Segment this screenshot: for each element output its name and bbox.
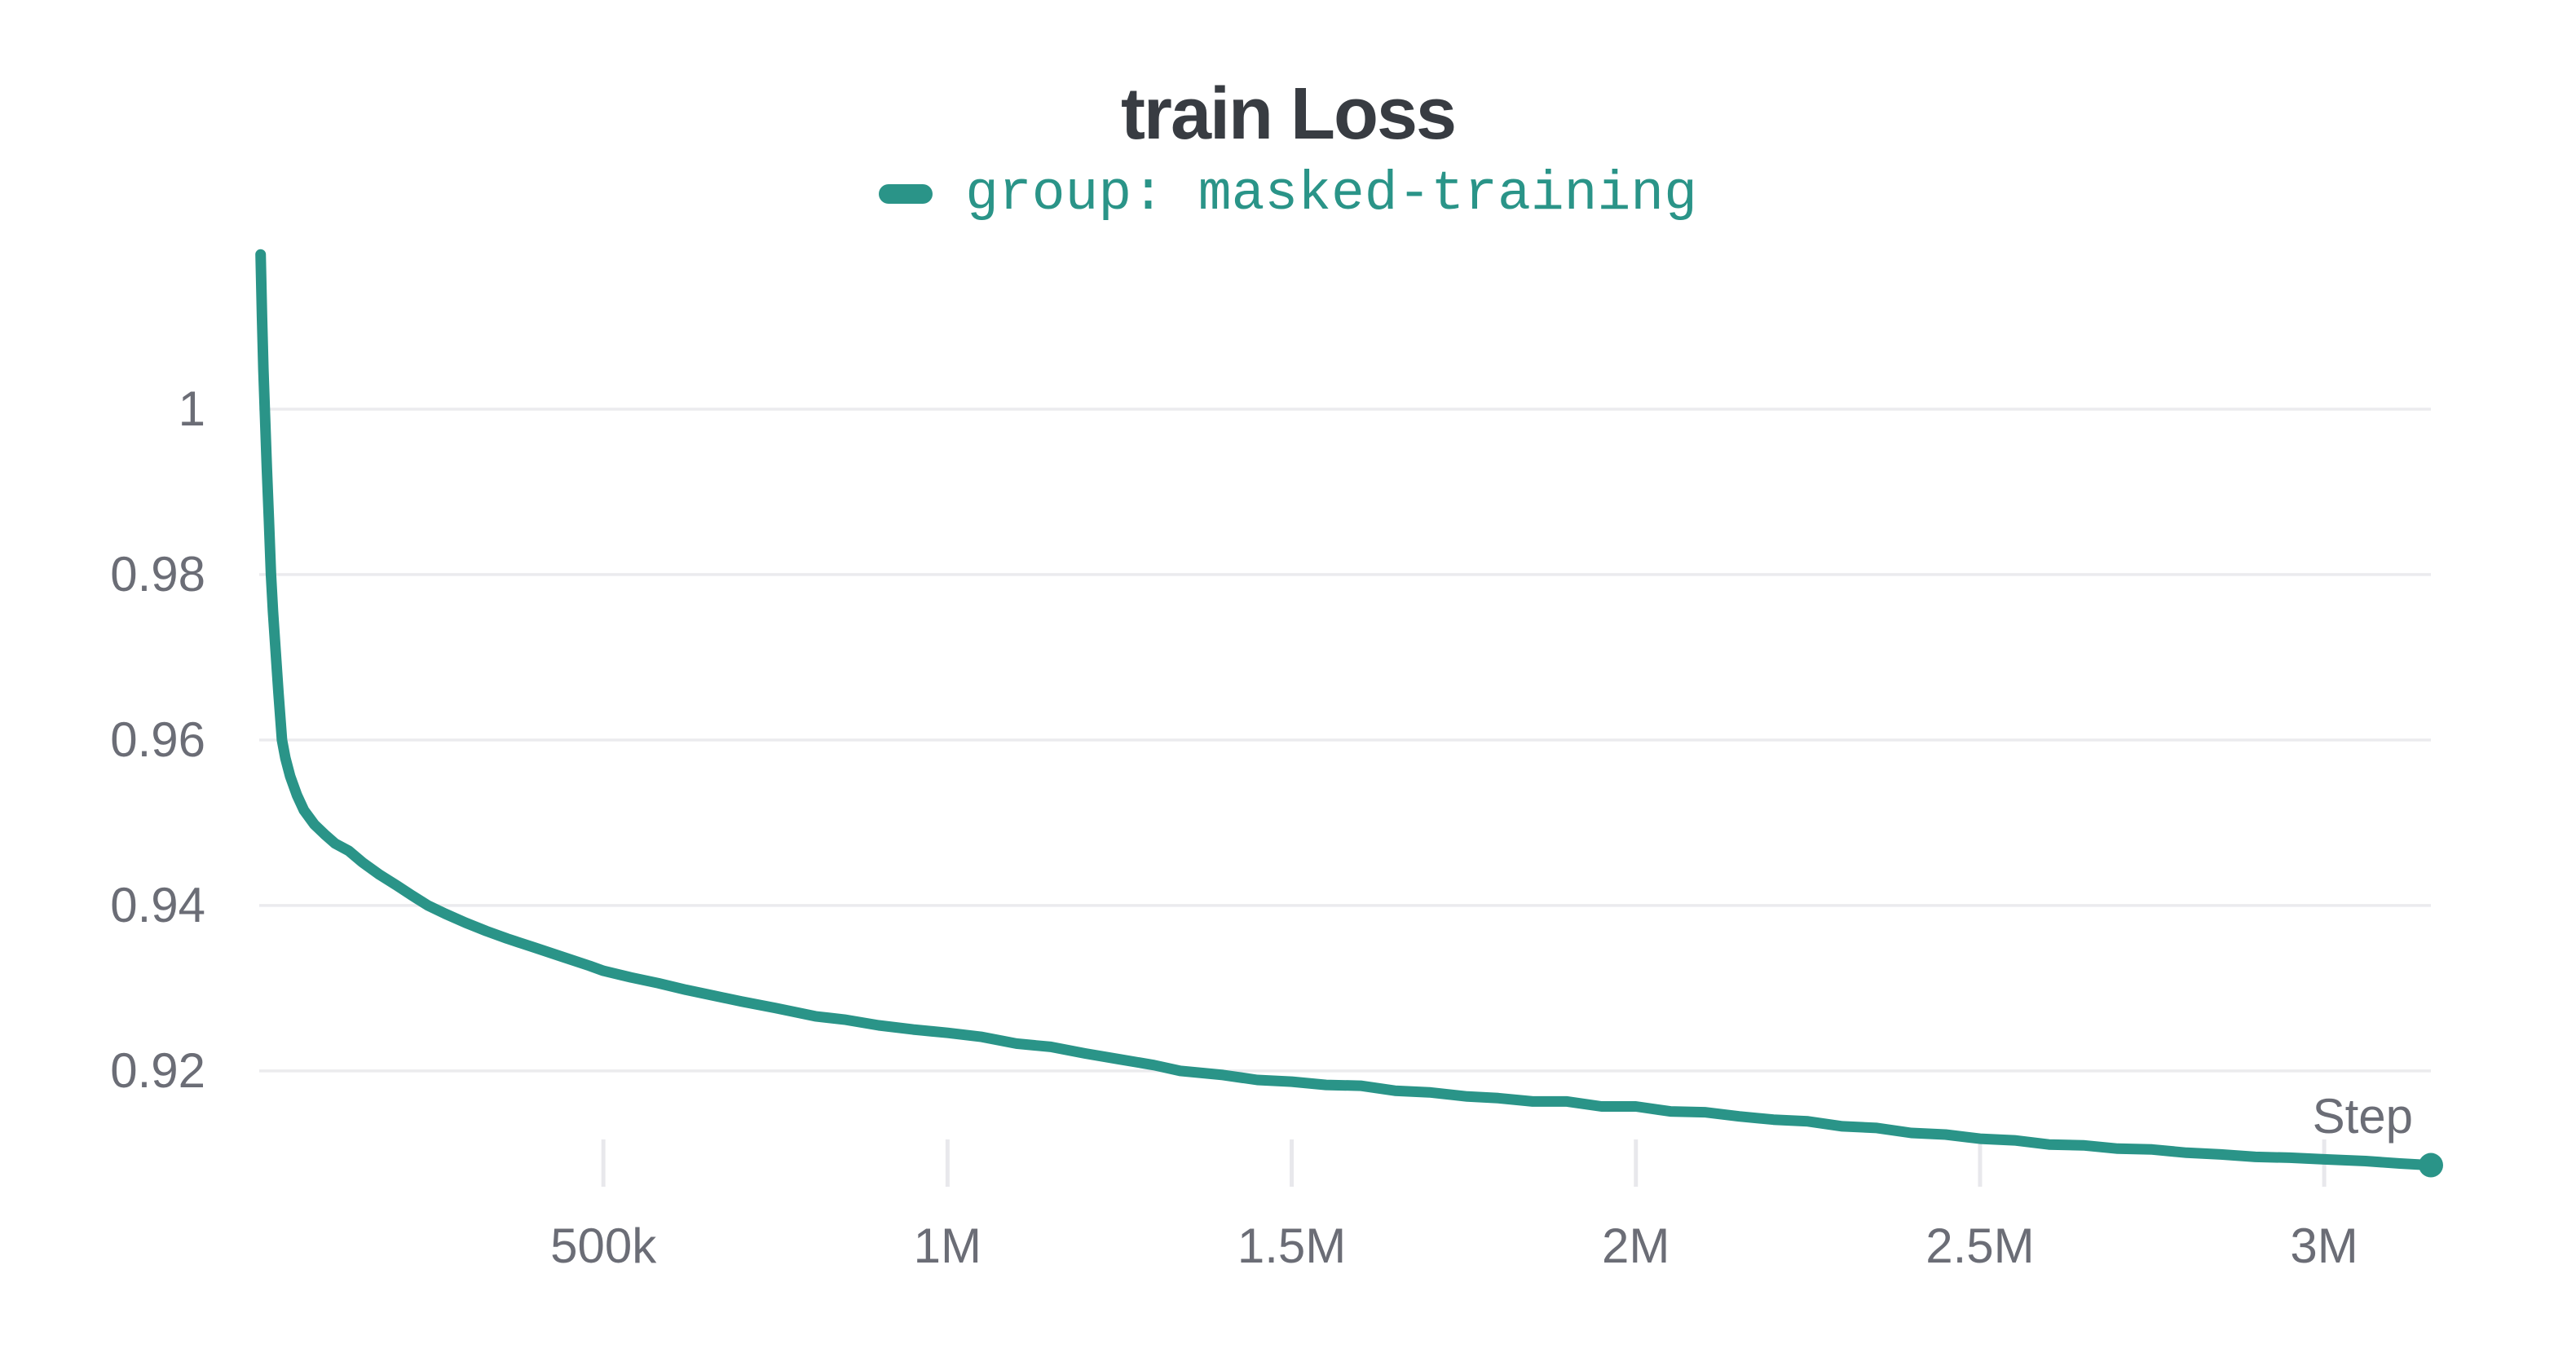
legend: group: masked-training [0, 155, 2576, 233]
legend-swatch [879, 184, 933, 204]
legend-item[interactable]: group: masked-training [879, 163, 1697, 226]
series-line[interactable] [255, 249, 2437, 1171]
series-end-marker[interactable] [2419, 1152, 2443, 1178]
legend-label: group: masked-training [965, 162, 1697, 226]
panel-title: train Loss [1120, 73, 1457, 155]
x-axis-title: Step [2312, 1089, 2413, 1144]
